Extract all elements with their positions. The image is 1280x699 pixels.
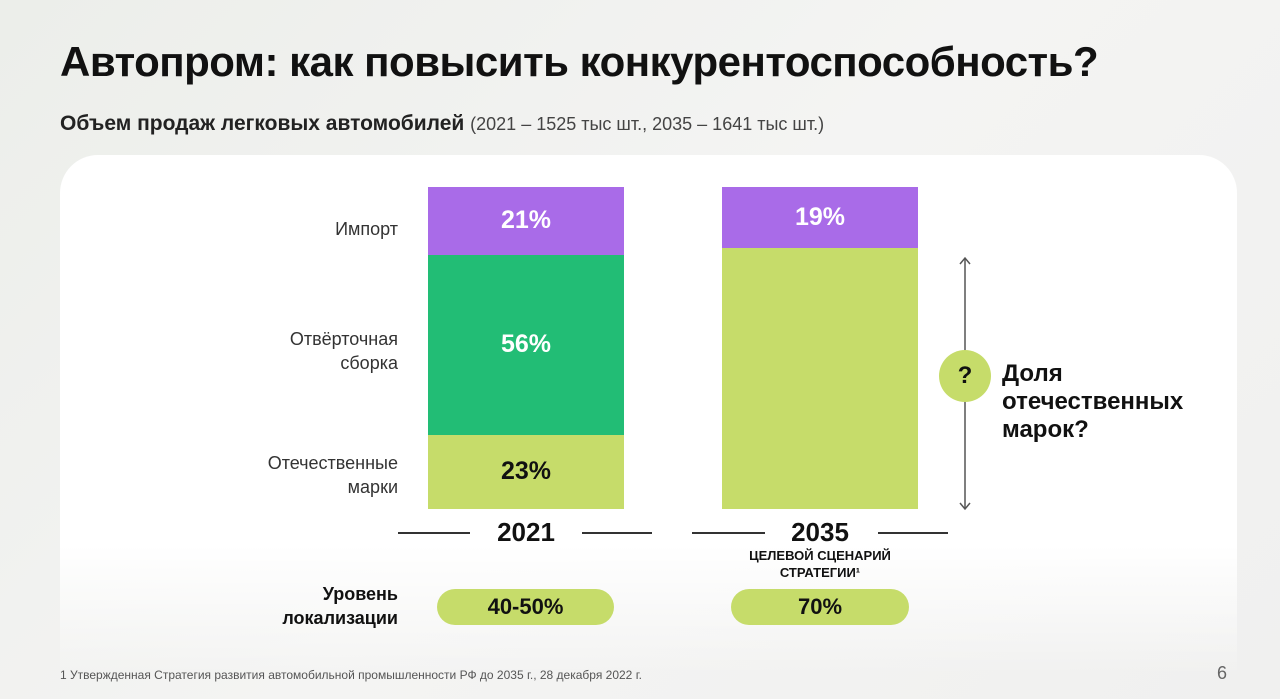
axis-line: [878, 532, 948, 534]
bar-segment-2035-2: 19%: [722, 187, 918, 249]
year-label-2021: 2021: [497, 517, 555, 547]
axis-line: [582, 532, 652, 534]
bar-segment-2021-0: 23%: [428, 434, 624, 509]
question-badge: ?: [939, 350, 991, 402]
legend-label-import: Импорт: [335, 219, 398, 239]
bar-segment-2021-2: 21%: [428, 187, 624, 255]
data-label: 23%: [500, 457, 552, 486]
localization-2021: 40-50%: [437, 589, 614, 625]
axis-line: [398, 532, 470, 534]
page-number: 6: [1217, 663, 1228, 683]
data-label: 19%: [794, 203, 846, 232]
bar-segment-2021-1: 56%: [428, 254, 624, 435]
bar-segment-2035-0: [722, 248, 918, 509]
year-label-2035: 2035: [791, 517, 849, 547]
axis-line: [692, 532, 765, 534]
question-text: Доля отечественных марок?: [1002, 360, 1184, 443]
data-label: 21%: [500, 206, 552, 235]
subtitle: Объем продаж легковых автомобилей (2021 …: [60, 112, 824, 136]
data-label: 56%: [500, 330, 552, 359]
chart-card: [60, 155, 1237, 675]
footnote: 1 Утвержденная Стратегия развития автомо…: [60, 668, 642, 682]
page-title: Автопром: как повысить конкурентоспособн…: [60, 38, 1099, 85]
subtitle-note: (2021 – 1525 тыс шт., 2035 – 1641 тыс шт…: [470, 114, 825, 134]
legend-label-assembly: Отвёрточная сборка: [289, 329, 398, 373]
scenario-label: ЦЕЛЕВОЙ СЦЕНАРИЙ СТРАТЕГИИ¹: [749, 548, 891, 580]
subtitle-bold: Объем продаж легковых автомобилей: [60, 112, 465, 135]
localization-label: Уровень локализации: [282, 584, 398, 628]
localization-2035: 70%: [731, 589, 909, 625]
legend-label-domestic: Отечественные марки: [267, 453, 398, 497]
